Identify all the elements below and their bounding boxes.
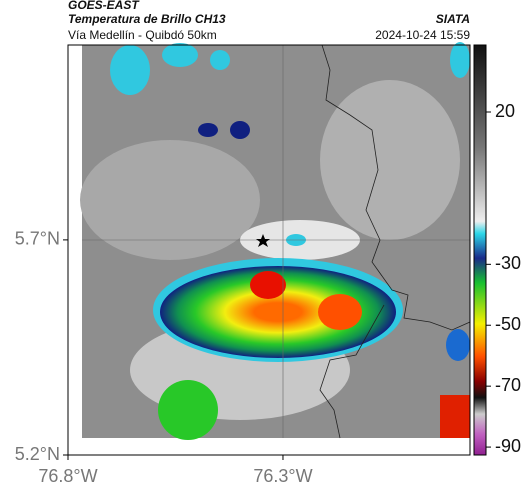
imagery [80, 42, 471, 440]
lon-tick-label: 76.3°W [253, 466, 312, 486]
satellite: GOES-EAST [68, 0, 140, 12]
source: SIATA [436, 12, 470, 26]
colorbar-tick-label: 20 [495, 101, 515, 121]
lon-tick-label: 76.8°W [38, 466, 97, 486]
map-frame [67, 44, 471, 456]
colorbar-tick-label: -90 [495, 436, 521, 456]
colorbar-tick-label: -70 [495, 375, 521, 395]
product: Temperatura de Brillo CH13 [68, 12, 226, 26]
lat-tick-label: 5.2°N [15, 444, 60, 464]
route: Vía Medellín - Quibdó 50km [68, 28, 217, 42]
colorbar-tick-label: -30 [495, 253, 521, 273]
colorbar-tick-label: -50 [495, 314, 521, 334]
lat-tick-label: 5.7°N [15, 229, 60, 249]
colorbar [473, 44, 487, 456]
timestamp: 2024-10-24 15:59 [375, 28, 470, 42]
